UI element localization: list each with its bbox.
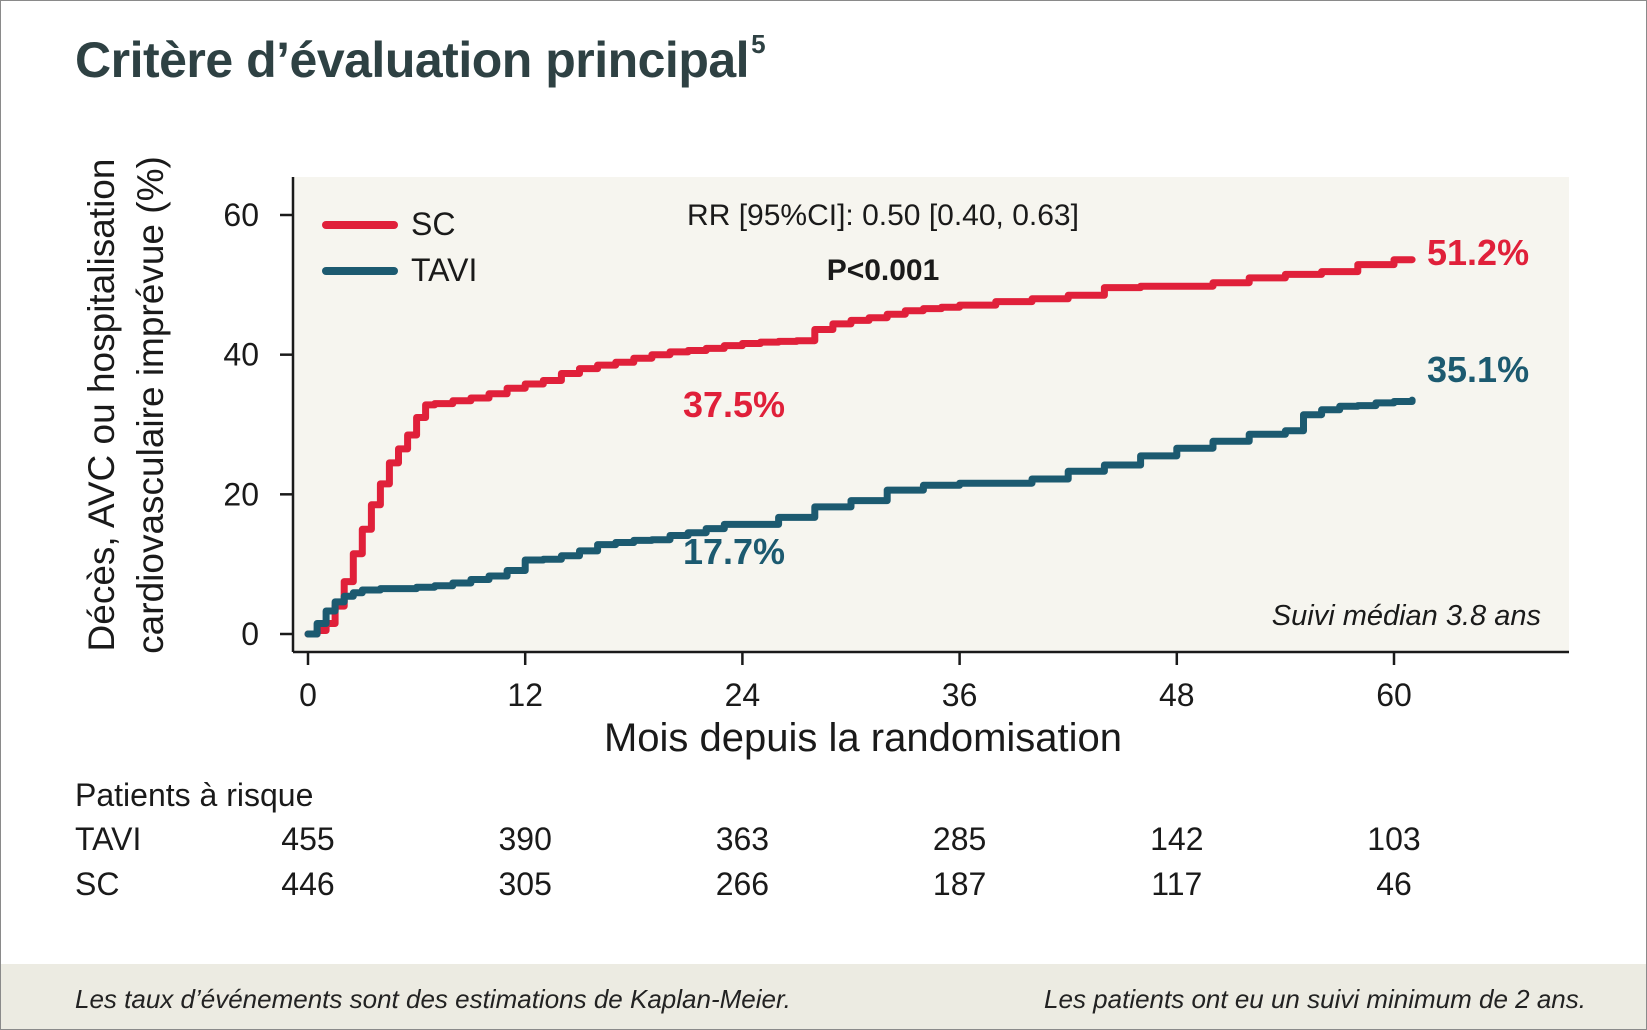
x-axis-label: Mois depuis la randomisation (604, 716, 1122, 760)
risk-cell: 266 (715, 866, 770, 902)
series-layer (304, 256, 1416, 638)
series-line-tavi (304, 396, 1416, 638)
page-title: Critère d’évaluation principal5 (75, 29, 766, 89)
footnote-kaplan-meier: Les taux d’événements sont des estimatio… (75, 984, 791, 1014)
risk-cell: 390 (498, 821, 552, 857)
risk-cell: 117 (1151, 866, 1203, 902)
x-tick-label: 24 (725, 677, 761, 713)
km-chart: 0 12 24 36 48 60 0 20 40 60 Décès, AVC ou hospita… (81, 156, 1569, 760)
y-tick-label: 0 (241, 616, 259, 652)
legend-label-tavi: TAVI (411, 252, 477, 288)
x-tick-label: 48 (1159, 677, 1195, 713)
title-text: Critère d’évaluation principal (75, 32, 750, 88)
risk-cell: 363 (715, 821, 770, 857)
y-tick-label: 40 (223, 337, 259, 373)
title-footnote-marker: 5 (751, 29, 766, 59)
tick-layer: 0 12 24 36 48 60 0 20 40 60 (223, 197, 1411, 713)
y-tick-label: 20 (223, 476, 259, 512)
risk-cell: 187 (932, 866, 987, 902)
rr-annotation: RR [95%CI]: 0.50 [0.40, 0.63] (687, 199, 1079, 232)
followup-annotation: Suivi médian 3.8 ans (1272, 600, 1541, 632)
tavi-end-label: 35.1% (1427, 349, 1529, 390)
x-tick-label: 60 (1376, 677, 1412, 713)
sc-end-label: 51.2% (1427, 232, 1529, 273)
risk-row-label: SC (75, 866, 120, 902)
y-axis-label-line2: cardiovasculaire imprévue (%) (130, 156, 171, 654)
risk-cell: 446 (281, 866, 335, 902)
risk-cell: 285 (932, 821, 987, 857)
risk-cell: 103 (1367, 821, 1421, 857)
legend: SC TAVI (322, 206, 477, 288)
risk-table-title: Patients à risque (75, 777, 314, 813)
sc-mid-label: 37.5% (683, 384, 785, 425)
legend-label-sc: SC (411, 206, 455, 242)
series-line-sc (304, 256, 1416, 638)
footer-bar: Les taux d’événements sont des estimatio… (1, 964, 1646, 1029)
tavi-mid-label: 17.7% (683, 531, 785, 572)
risk-cell: 142 (1150, 821, 1204, 857)
risk-row-label: TAVI (75, 821, 142, 857)
y-tick-label: 60 (223, 197, 259, 233)
x-tick-label: 36 (942, 677, 978, 713)
risk-cell: 455 (281, 821, 335, 857)
footnote-min-followup: Les patients ont eu un suivi minimum de … (1044, 984, 1586, 1014)
risk-cell: 46 (1376, 866, 1412, 902)
x-tick-label: 0 (299, 677, 317, 713)
risk-cell: 305 (498, 866, 552, 902)
x-tick-label: 12 (507, 677, 543, 713)
y-axis-label-line1: Décès, AVC ou hospitalisation (81, 159, 122, 652)
p-value-annotation: P<0.001 (827, 254, 940, 287)
